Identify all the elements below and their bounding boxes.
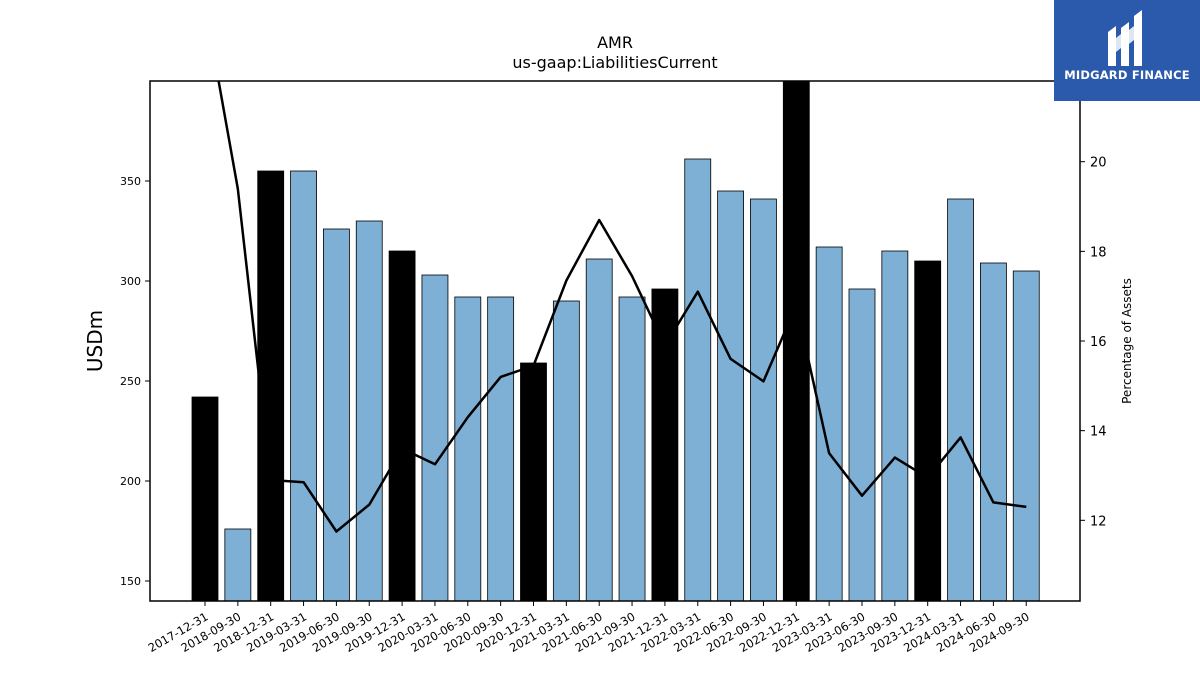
percentage-of-assets-line: [217, 81, 1027, 533]
bar-2021-09-30: [618, 296, 646, 601]
bar-2021-06-30: [585, 258, 613, 601]
bar-2019-03-31: [290, 170, 317, 601]
bar-2021-12-31: [651, 288, 679, 601]
bar-2024-09-30: [1012, 270, 1040, 601]
bar-2023-09-30: [881, 250, 909, 601]
brand-logo: MIDGARD FINANCE: [1054, 0, 1200, 101]
bar-2020-06-30: [454, 296, 482, 601]
bar-2019-09-30: [355, 220, 383, 601]
bar-2022-03-31: [684, 158, 712, 601]
bar-2022-09-30: [750, 198, 777, 601]
bar-series: [191, 81, 1040, 601]
y2-axis-label: Percentage of Assets: [1120, 278, 1134, 404]
bar-2019-06-30: [322, 228, 350, 601]
y-axis-right: 12 14 16 18 20: [1080, 156, 1107, 529]
bar-2021-03-31: [552, 300, 580, 601]
x-axis: 2017-12-312018-09-302018-12-312019-03-31…: [146, 601, 1032, 655]
bar-2023-06-30: [848, 288, 876, 601]
y2-tick-label: 16: [1090, 335, 1107, 350]
y2-tick-label: 14: [1090, 425, 1107, 440]
y2-tick-label: 12: [1090, 514, 1107, 529]
y-axis-left: 150 200 250 300 350: [120, 175, 150, 588]
y2-tick-label: 20: [1090, 156, 1107, 171]
bar-2020-09-30: [487, 296, 515, 601]
bar-2023-12-31: [914, 260, 942, 601]
y2-tick-label: 18: [1090, 245, 1107, 260]
bar-2023-03-31: [815, 246, 843, 601]
brand-name: MIDGARD FINANCE: [1064, 68, 1190, 82]
chart-title: AMR: [597, 33, 633, 52]
bar-2018-09-30: [224, 528, 252, 601]
y-tick-label: 350: [120, 175, 141, 188]
bar-2020-03-31: [421, 274, 449, 601]
midgard-m-logo-icon: [1108, 10, 1142, 66]
bar-2020-12-31: [520, 362, 547, 601]
y-tick-label: 200: [120, 475, 141, 488]
y-axis-label: USDm: [83, 310, 107, 372]
plot-frame: [149, 80, 1081, 602]
bar-2018-12-31: [257, 170, 285, 601]
y-tick-label: 250: [120, 375, 141, 388]
y-tick-label: 150: [120, 575, 141, 588]
bar-2024-03-31: [947, 198, 974, 601]
bar-2017-12-31: [191, 396, 219, 601]
bar-2022-06-30: [717, 190, 744, 601]
line-series: [217, 81, 1027, 533]
bar-2024-06-30: [980, 262, 1007, 601]
bar-2019-12-31: [388, 250, 416, 601]
chart-subtitle: us-gaap:LiabilitiesCurrent: [512, 53, 717, 72]
y-tick-label: 300: [120, 275, 141, 288]
